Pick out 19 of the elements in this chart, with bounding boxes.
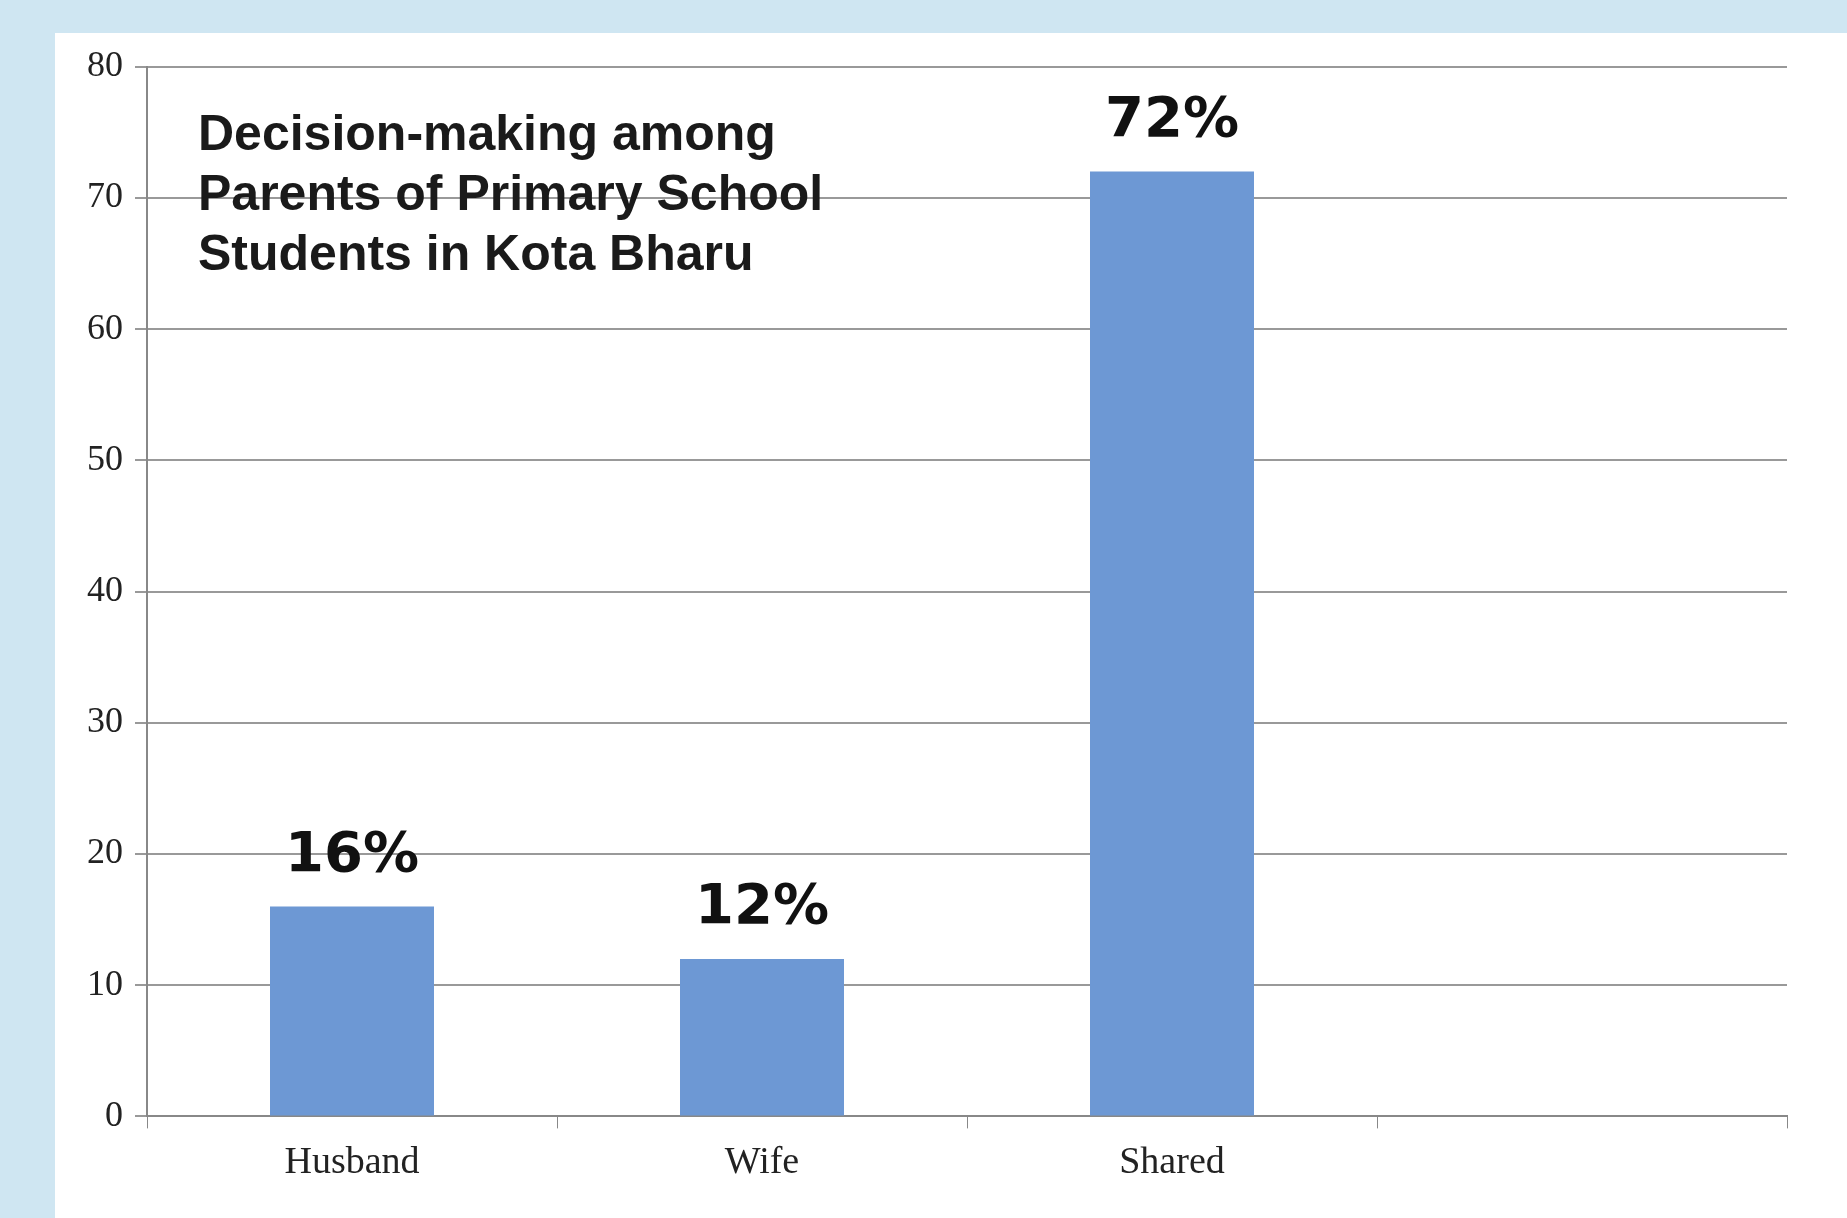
bar xyxy=(680,958,844,1116)
y-tick-label: 10 xyxy=(87,962,123,1003)
data-label: 12% xyxy=(694,871,830,937)
y-tick-label: 60 xyxy=(87,306,123,347)
x-tick-label: Shared xyxy=(1119,1139,1225,1182)
y-tick-label: 70 xyxy=(87,175,123,216)
y-tick-label: 80 xyxy=(87,44,123,85)
y-tick-label: 40 xyxy=(87,568,123,609)
x-tick-label: Husband xyxy=(284,1139,420,1182)
data-label: 72% xyxy=(1104,84,1240,150)
data-label: 16% xyxy=(284,818,420,884)
x-tick-label: Wife xyxy=(724,1139,800,1182)
y-tick-label: 30 xyxy=(87,700,123,741)
y-tick-label: 20 xyxy=(87,831,123,872)
y-tick-label: 50 xyxy=(87,437,123,478)
bar xyxy=(270,906,434,1116)
y-tick-label: 0 xyxy=(105,1093,123,1134)
text: Decision-making among Parents of Primary School Students in Kota Bharu xyxy=(198,104,824,283)
bar xyxy=(1090,171,1254,1116)
